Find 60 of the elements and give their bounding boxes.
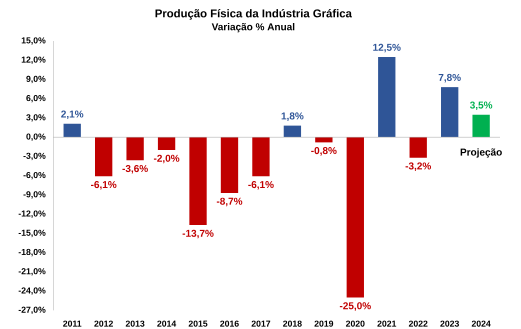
data-label: -8,7% bbox=[216, 198, 242, 206]
bar bbox=[220, 137, 238, 193]
bar bbox=[158, 137, 176, 150]
bar bbox=[94, 137, 112, 176]
data-label: 1,8% bbox=[282, 112, 304, 121]
y-tick-label: -9,0% bbox=[23, 191, 46, 199]
y-tick-label: -21,0% bbox=[18, 268, 46, 276]
y-tick-label: -24,0% bbox=[18, 287, 46, 295]
y-tick-label: -18,0% bbox=[18, 248, 46, 256]
data-label: -6,1% bbox=[91, 181, 116, 190]
y-tick-label: 15,0% bbox=[22, 37, 46, 45]
x-tick-label: 2020 bbox=[346, 320, 365, 327]
data-label: -13,7% bbox=[182, 230, 214, 238]
bar bbox=[64, 124, 81, 138]
x-tick-label: 2019 bbox=[314, 320, 334, 327]
bar bbox=[346, 137, 364, 298]
annotation: Projeção bbox=[460, 148, 502, 158]
data-label: 7,8% bbox=[438, 74, 461, 82]
data-label: -25,0% bbox=[340, 302, 371, 311]
x-tick-label: 2014 bbox=[157, 320, 176, 327]
bar bbox=[126, 137, 144, 160]
x-tick-label: 2024 bbox=[472, 320, 491, 327]
x-tick-label: 2016 bbox=[220, 320, 239, 327]
y-tick-label: 12,0% bbox=[22, 56, 46, 64]
chart-title: Produção Física da Indústria Gráfica bbox=[156, 8, 352, 20]
y-tick-label: 3,0% bbox=[26, 114, 46, 122]
data-label: -3,2% bbox=[406, 162, 431, 171]
x-tick-label: 2015 bbox=[188, 320, 208, 327]
chart-subtitle: Variação % Anual bbox=[212, 23, 294, 32]
data-label: 3,5% bbox=[470, 102, 492, 110]
x-tick-label: 2022 bbox=[408, 320, 428, 327]
x-tick-label: 2012 bbox=[94, 320, 113, 327]
y-tick-label: 9,0% bbox=[26, 76, 46, 84]
y-tick-label: 0,0% bbox=[26, 134, 46, 141]
y-tick-label: 6,0% bbox=[26, 95, 46, 102]
data-label: 2,1% bbox=[61, 110, 84, 120]
x-tick-label: 2011 bbox=[63, 320, 82, 327]
x-tick-label: 2013 bbox=[126, 320, 144, 327]
y-tick-label: -3,0% bbox=[23, 152, 46, 160]
x-tick-label: 2017 bbox=[252, 320, 270, 327]
y-tick-label: -12,0% bbox=[18, 210, 46, 218]
data-label: -6,1% bbox=[248, 181, 274, 190]
bar bbox=[284, 126, 302, 138]
data-label: 12,5% bbox=[373, 44, 401, 52]
bar bbox=[410, 137, 427, 158]
bar bbox=[252, 137, 270, 176]
x-tick-label: 2021 bbox=[377, 320, 396, 327]
bar bbox=[441, 87, 458, 138]
bar bbox=[315, 137, 333, 142]
x-tick-label: 2018 bbox=[283, 320, 302, 327]
bar bbox=[472, 114, 490, 138]
y-tick-label: -15,0% bbox=[18, 230, 46, 238]
data-label: -2,0% bbox=[154, 154, 180, 164]
data-label: -0,8% bbox=[311, 147, 337, 156]
bar bbox=[378, 57, 396, 138]
x-tick-label: 2023 bbox=[440, 320, 459, 327]
data-label: -3,6% bbox=[122, 164, 148, 174]
y-tick-label: -27,0% bbox=[18, 306, 46, 314]
y-tick-label: -6,0% bbox=[23, 172, 46, 180]
bar bbox=[189, 137, 207, 226]
